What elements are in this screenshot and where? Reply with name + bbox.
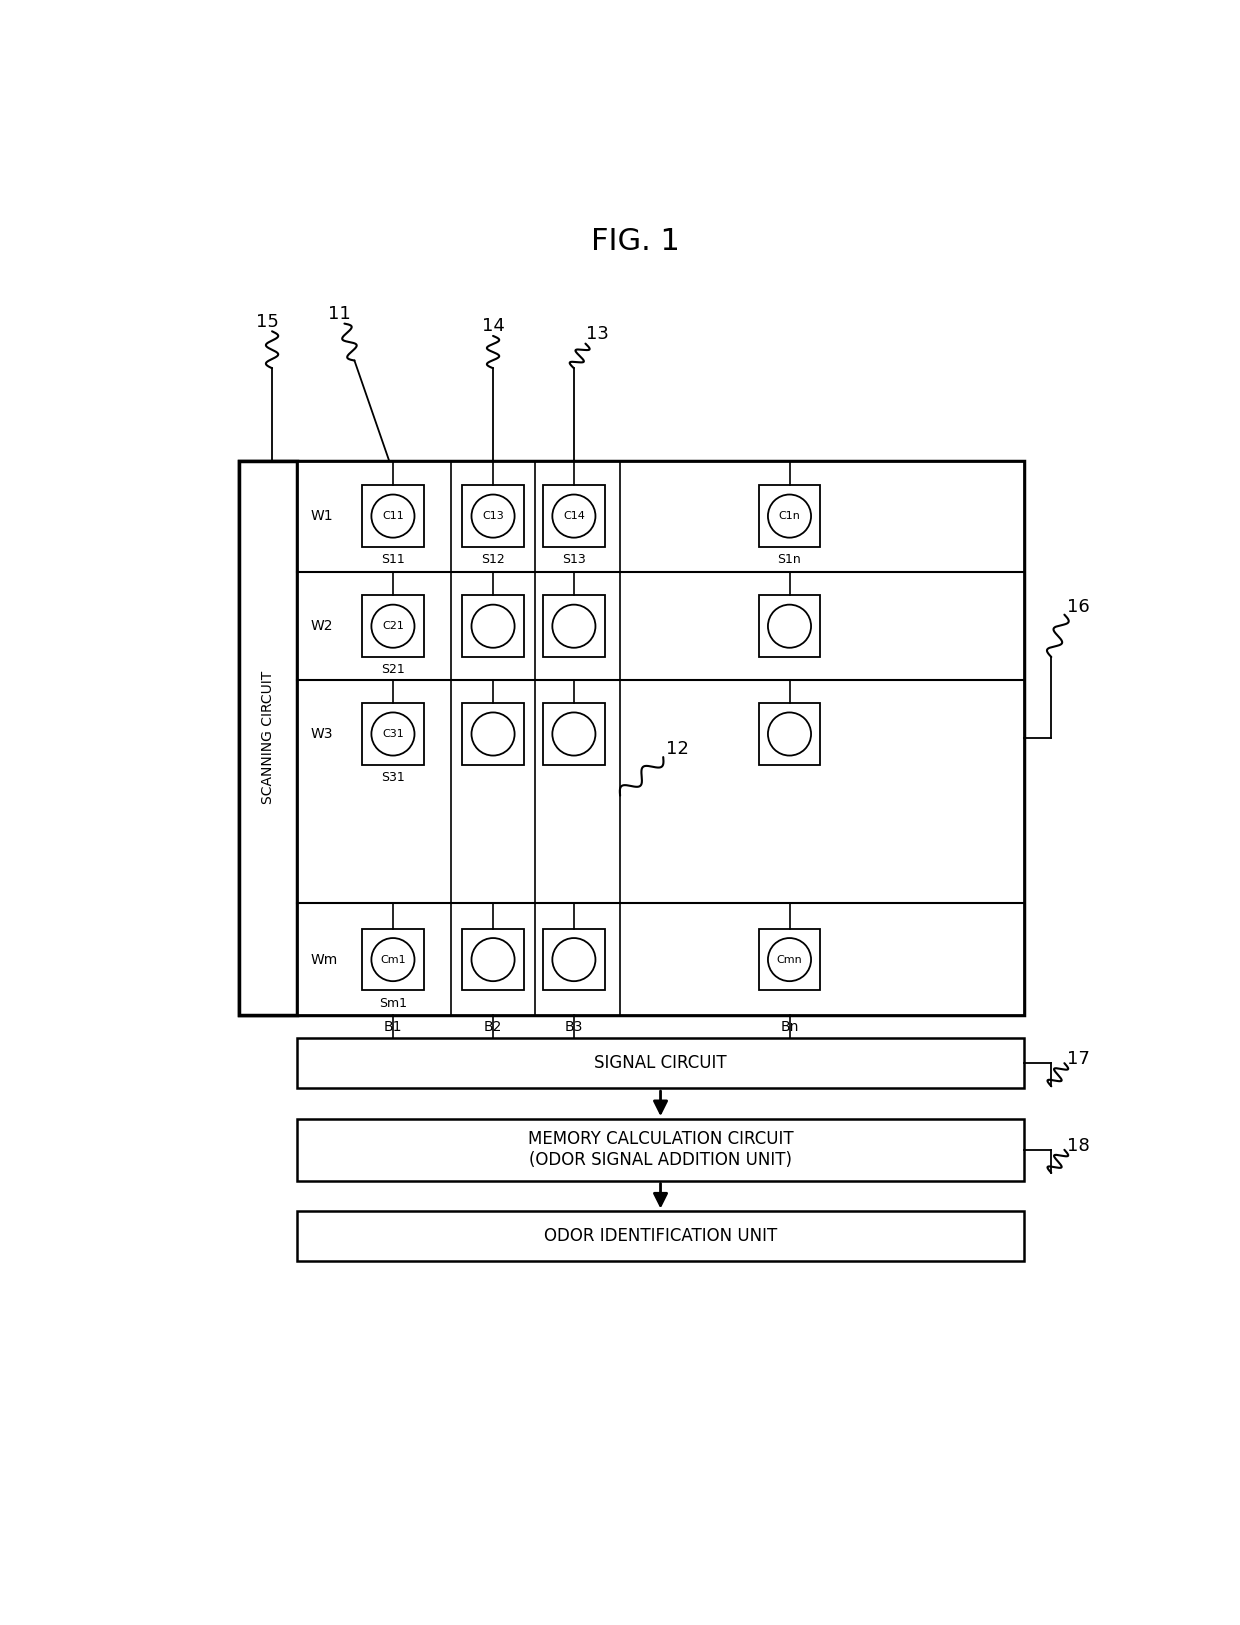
Circle shape bbox=[471, 938, 515, 981]
Text: Bn: Bn bbox=[780, 1020, 799, 1034]
Circle shape bbox=[372, 938, 414, 981]
Text: C21: C21 bbox=[382, 621, 404, 630]
Circle shape bbox=[552, 938, 595, 981]
Circle shape bbox=[552, 604, 595, 648]
Circle shape bbox=[768, 494, 811, 538]
Text: B2: B2 bbox=[484, 1020, 502, 1034]
Bar bbox=[759, 595, 821, 656]
Bar bbox=[239, 460, 296, 1016]
Bar bbox=[362, 929, 424, 990]
Circle shape bbox=[372, 712, 414, 756]
Circle shape bbox=[768, 604, 811, 648]
Bar bbox=[362, 704, 424, 765]
Text: SIGNAL CIRCUIT: SIGNAL CIRCUIT bbox=[594, 1055, 727, 1072]
Bar bbox=[296, 1211, 1024, 1261]
Text: 18: 18 bbox=[1066, 1138, 1090, 1155]
Text: FIG. 1: FIG. 1 bbox=[591, 228, 680, 255]
Bar bbox=[463, 704, 523, 765]
Text: W3: W3 bbox=[310, 726, 334, 741]
Text: B3: B3 bbox=[564, 1020, 583, 1034]
Bar bbox=[759, 704, 821, 765]
Text: 13: 13 bbox=[585, 325, 609, 343]
Text: S13: S13 bbox=[562, 552, 585, 565]
Bar bbox=[362, 486, 424, 548]
Circle shape bbox=[471, 604, 515, 648]
Circle shape bbox=[768, 938, 811, 981]
Bar bbox=[543, 595, 605, 656]
Bar bbox=[543, 704, 605, 765]
Text: S11: S11 bbox=[381, 552, 404, 565]
Text: 17: 17 bbox=[1066, 1050, 1090, 1068]
Text: S1n: S1n bbox=[777, 552, 801, 565]
Text: 16: 16 bbox=[1066, 598, 1090, 616]
Bar bbox=[759, 929, 821, 990]
Circle shape bbox=[552, 494, 595, 538]
Text: 15: 15 bbox=[255, 314, 279, 332]
Text: C1n: C1n bbox=[779, 512, 801, 522]
Text: S12: S12 bbox=[481, 552, 505, 565]
Text: S31: S31 bbox=[381, 770, 404, 783]
Text: C11: C11 bbox=[382, 512, 404, 522]
Bar bbox=[463, 486, 523, 548]
Circle shape bbox=[471, 494, 515, 538]
Bar bbox=[759, 486, 821, 548]
Bar bbox=[239, 460, 1024, 1016]
Text: C13: C13 bbox=[482, 512, 503, 522]
Text: 14: 14 bbox=[481, 317, 505, 335]
Bar bbox=[463, 929, 523, 990]
Bar bbox=[543, 929, 605, 990]
Text: Cmn: Cmn bbox=[776, 954, 802, 965]
Text: S21: S21 bbox=[381, 663, 404, 676]
Text: MEMORY CALCULATION CIRCUIT
(ODOR SIGNAL ADDITION UNIT): MEMORY CALCULATION CIRCUIT (ODOR SIGNAL … bbox=[528, 1131, 794, 1170]
Bar bbox=[296, 1038, 1024, 1089]
Text: C31: C31 bbox=[382, 730, 404, 739]
Text: B1: B1 bbox=[383, 1020, 402, 1034]
Bar bbox=[296, 460, 1024, 1016]
Bar bbox=[463, 595, 523, 656]
Text: ODOR IDENTIFICATION UNIT: ODOR IDENTIFICATION UNIT bbox=[544, 1227, 777, 1245]
Text: W2: W2 bbox=[310, 619, 334, 634]
Circle shape bbox=[471, 712, 515, 756]
Circle shape bbox=[552, 712, 595, 756]
Text: Wm: Wm bbox=[310, 952, 337, 967]
Text: Cm1: Cm1 bbox=[381, 954, 405, 965]
Text: W1: W1 bbox=[310, 509, 334, 523]
Text: Sm1: Sm1 bbox=[379, 996, 407, 1009]
Bar bbox=[296, 1120, 1024, 1181]
Circle shape bbox=[372, 604, 414, 648]
Text: 11: 11 bbox=[327, 306, 351, 323]
Text: 12: 12 bbox=[666, 741, 689, 759]
Text: C14: C14 bbox=[563, 512, 585, 522]
Text: SCANNING CIRCUIT: SCANNING CIRCUIT bbox=[260, 671, 275, 804]
Bar bbox=[362, 595, 424, 656]
Bar bbox=[543, 486, 605, 548]
Circle shape bbox=[372, 494, 414, 538]
Circle shape bbox=[768, 712, 811, 756]
